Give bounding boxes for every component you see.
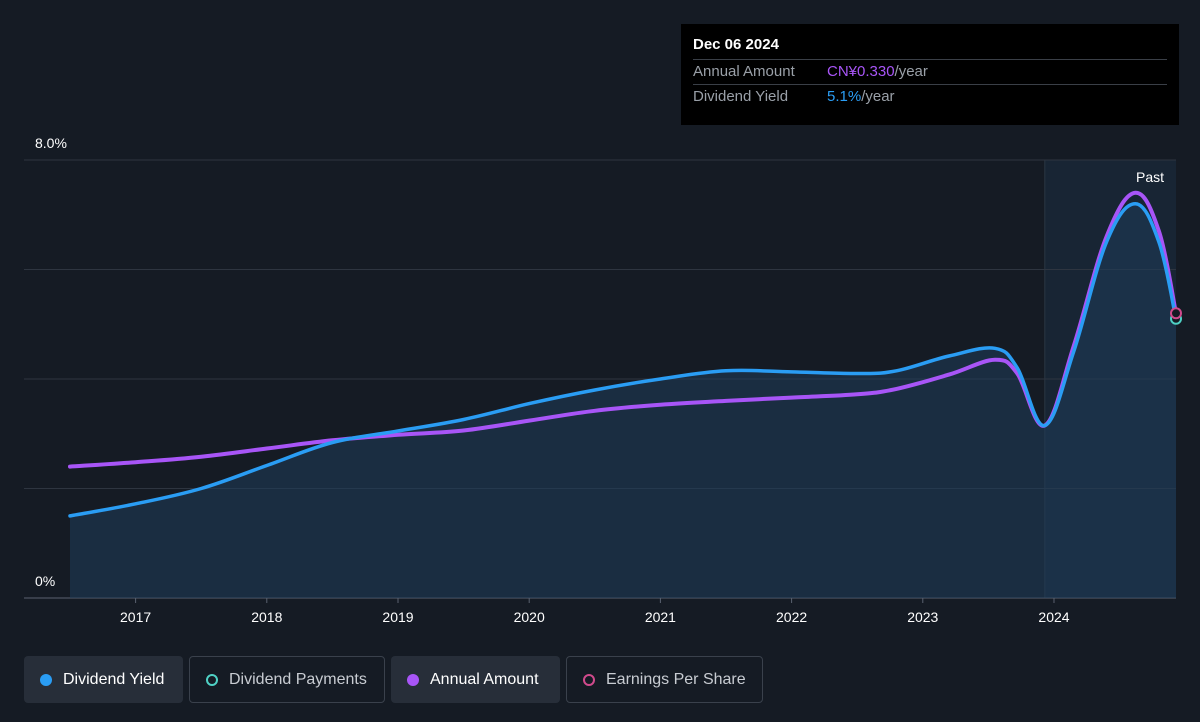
annual-amount-dot-icon: [407, 673, 419, 686]
legend-earnings-per-share[interactable]: Earnings Per Share: [566, 656, 763, 703]
dividend-yield-dot-icon: [40, 673, 52, 686]
tooltip-yield-row: Dividend Yield 5.1% /year: [693, 84, 1167, 109]
legend-label: Earnings Per Share: [606, 670, 746, 688]
x-tick-label: 2017: [120, 609, 151, 625]
legend-dividend-yield[interactable]: Dividend Yield: [24, 656, 183, 703]
dividend-yield-area: [70, 203, 1176, 599]
x-tick-label: 2022: [776, 609, 807, 625]
x-tick-label: 2019: [382, 609, 413, 625]
tooltip-yield-value: 5.1%: [827, 88, 862, 105]
tooltip-annual-value: CN¥0.330: [827, 63, 895, 80]
dividend-yield-line: [68, 202, 1178, 518]
y-axis-max-label: 8.0%: [35, 135, 67, 151]
legend-dividend-payments[interactable]: Dividend Payments: [189, 656, 385, 703]
tooltip-annual-row: Annual Amount CN¥0.330 /year: [693, 59, 1167, 84]
x-axis-ticks: 2017 2018 2019 2020 2021 2022 2023 2024: [120, 598, 1070, 625]
past-label: Past: [1136, 169, 1164, 185]
x-tick-label: 2021: [645, 609, 676, 625]
tooltip-annual-unit: /year: [894, 63, 928, 80]
tooltip-annual-label: Annual Amount: [693, 63, 795, 80]
x-tick-label: 2024: [1038, 609, 1069, 625]
tooltip-yield-label: Dividend Yield: [693, 88, 789, 105]
legend-label: Annual Amount: [430, 670, 539, 688]
x-tick-label: 2018: [251, 609, 282, 625]
legend: Dividend Yield Dividend Payments Annual …: [24, 656, 763, 703]
tooltip-yield-unit: /year: [861, 88, 895, 105]
legend-label: Dividend Payments: [229, 670, 367, 688]
legend-label: Dividend Yield: [63, 670, 165, 688]
annual-amount-end-marker: [1170, 307, 1182, 320]
x-tick-label: 2020: [514, 609, 545, 625]
dividend-payments-ring-icon: [206, 673, 218, 686]
legend-annual-amount[interactable]: Annual Amount: [391, 656, 560, 703]
y-axis-min-label: 0%: [35, 573, 55, 589]
x-tick-label: 2023: [907, 609, 938, 625]
tooltip-date: Dec 06 2024: [693, 36, 779, 53]
tooltip: Dec 06 2024 Annual Amount CN¥0.330 /year…: [681, 24, 1179, 125]
earnings-per-share-ring-icon: [583, 673, 595, 686]
